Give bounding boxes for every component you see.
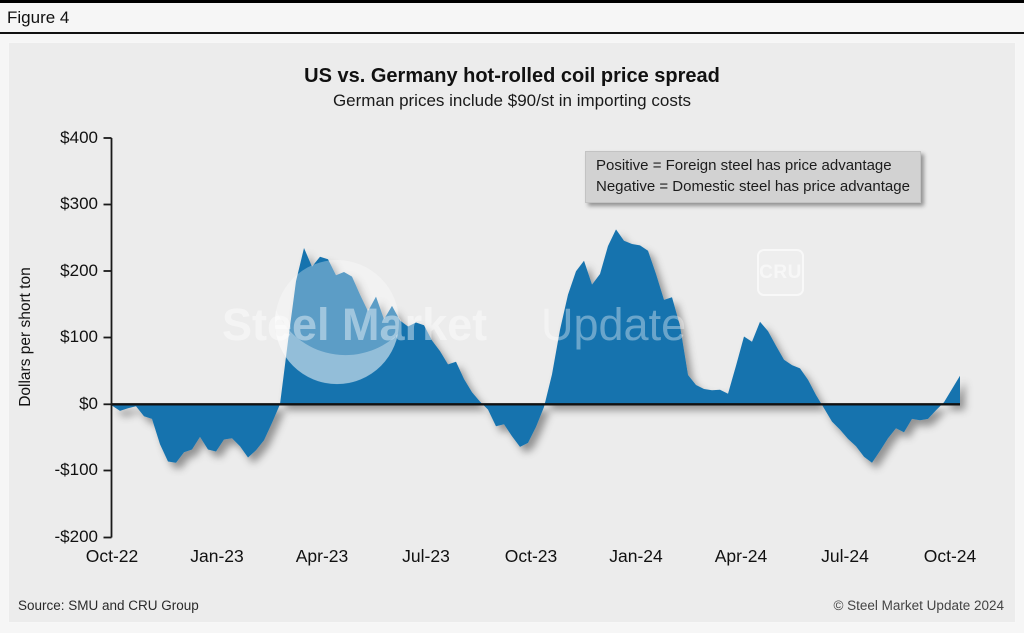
x-tick-label-jan23: Jan-23	[190, 546, 244, 566]
chart-panel	[8, 42, 1016, 623]
x-tick-label-jul23: Jul-23	[402, 546, 450, 566]
chart-title: US vs. Germany hot-rolled coil price spr…	[304, 65, 720, 87]
legend-annotation-box: Positive = Foreign steel has price advan…	[585, 151, 921, 204]
y-tick-label-300: $300	[60, 194, 98, 213]
figure-number-label: Figure 4	[7, 8, 70, 27]
y-tick-label-100: $100	[60, 327, 98, 346]
x-tick-label-jul24: Jul-24	[821, 546, 869, 566]
header-divider	[0, 32, 1024, 34]
y-tick-label-400: $400	[60, 128, 98, 147]
y-tick-label-0: $0	[79, 394, 98, 413]
x-tick-label-oct23: Oct-23	[504, 546, 558, 566]
copyright-notice: © Steel Market Update 2024	[833, 598, 1004, 613]
x-tick-label-oct22: Oct-22	[85, 546, 139, 566]
annotation-positive-line: Positive = Foreign steel has price advan…	[596, 157, 892, 174]
top-black-bar	[0, 0, 1024, 3]
source-credit: Source: SMU and CRU Group	[18, 598, 199, 613]
chart-subtitle: German prices include $90/st in importin…	[332, 91, 692, 110]
x-tick-label-apr24: Apr-24	[714, 546, 768, 566]
x-tick-label-apr23: Apr-23	[295, 546, 349, 566]
y-axis-title: Dollars per short ton	[17, 267, 34, 407]
y-tick-label-neg100: -$100	[54, 460, 98, 479]
y-tick-label-neg200: -$200	[54, 527, 98, 546]
x-tick-label-oct24: Oct-24	[923, 546, 977, 566]
y-tick-label-200: $200	[60, 261, 98, 280]
x-tick-label-jan24: Jan-24	[609, 546, 663, 566]
annotation-negative-line: Negative = Domestic steel has price adva…	[596, 177, 910, 195]
